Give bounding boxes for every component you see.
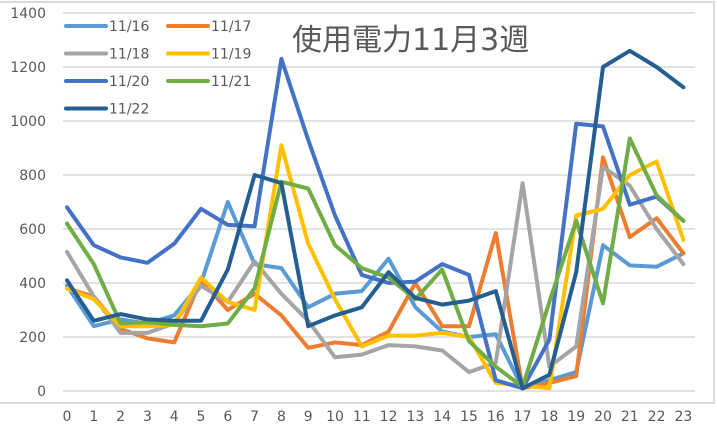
x-tick-label: 15 <box>460 409 478 425</box>
y-tick-label: 1000 <box>10 114 46 130</box>
x-tick-label: 8 <box>277 409 286 425</box>
legend-label: 11/16 <box>109 19 149 35</box>
x-tick-label: 3 <box>143 409 152 425</box>
x-tick-label: 5 <box>197 409 206 425</box>
series-line-11-22 <box>65 48 686 391</box>
y-tick-label: 400 <box>19 276 46 292</box>
legend-label: 11/19 <box>211 47 251 63</box>
series-lines <box>65 48 686 391</box>
legend-label: 11/17 <box>211 19 251 35</box>
x-tick-label: 16 <box>487 409 505 425</box>
x-tick-label: 19 <box>567 409 585 425</box>
series-line-11-17 <box>65 155 686 391</box>
x-tick-label: 9 <box>304 409 313 425</box>
legend-label: 11/18 <box>109 47 149 63</box>
x-axis-ticks: 0 1 2 3 4 5 6 7 8 9 10 11 12 13 14 15 16 17 18 19 20 21 22 23 <box>63 409 693 425</box>
x-tick-label: 21 <box>621 409 639 425</box>
x-tick-label: 10 <box>326 409 344 425</box>
y-tick-label: 0 <box>37 384 46 400</box>
x-tick-label: 17 <box>514 409 532 425</box>
x-tick-label: 23 <box>674 409 692 425</box>
x-tick-label: 12 <box>380 409 398 425</box>
legend-label: 11/20 <box>109 74 149 90</box>
y-tick-label: 800 <box>19 168 46 184</box>
x-tick-label: 20 <box>594 409 612 425</box>
legend: 11/16 11/17 11/18 11/19 11/20 11/21 11/22 <box>64 19 251 118</box>
legend-item: 11/22 <box>64 102 149 118</box>
y-tick-label: 600 <box>19 222 46 238</box>
series-line-11-20 <box>65 56 686 391</box>
x-tick-label: 22 <box>648 409 666 425</box>
x-tick-label: 4 <box>170 409 179 425</box>
x-tick-label: 2 <box>116 409 125 425</box>
legend-label: 11/22 <box>109 102 149 118</box>
x-tick-label: 11 <box>353 409 371 425</box>
legend-item: 11/17 <box>166 19 251 35</box>
y-axis-ticks: 0 200 400 600 800 1000 1200 1400 <box>10 6 46 400</box>
series-line-11-16 <box>65 200 686 391</box>
x-tick-label: 0 <box>63 409 72 425</box>
y-tick-label: 1400 <box>10 6 46 22</box>
y-tick-label: 1200 <box>10 60 46 76</box>
chart-frame <box>0 1 715 404</box>
chart-title: 使用電力11月3週 <box>292 23 529 58</box>
legend-label: 11/21 <box>211 74 251 90</box>
legend-item: 11/21 <box>166 74 251 90</box>
x-tick-label: 1 <box>89 409 98 425</box>
legend-item: 11/18 <box>64 47 149 63</box>
x-tick-label: 7 <box>250 409 259 425</box>
x-tick-label: 6 <box>223 409 232 425</box>
legend-item: 11/20 <box>64 74 149 90</box>
legend-item: 11/16 <box>64 19 149 35</box>
x-tick-label: 14 <box>433 409 451 425</box>
y-tick-label: 200 <box>19 330 46 346</box>
legend-item: 11/19 <box>166 47 251 63</box>
x-tick-label: 13 <box>406 409 424 425</box>
x-tick-label: 18 <box>540 409 558 425</box>
